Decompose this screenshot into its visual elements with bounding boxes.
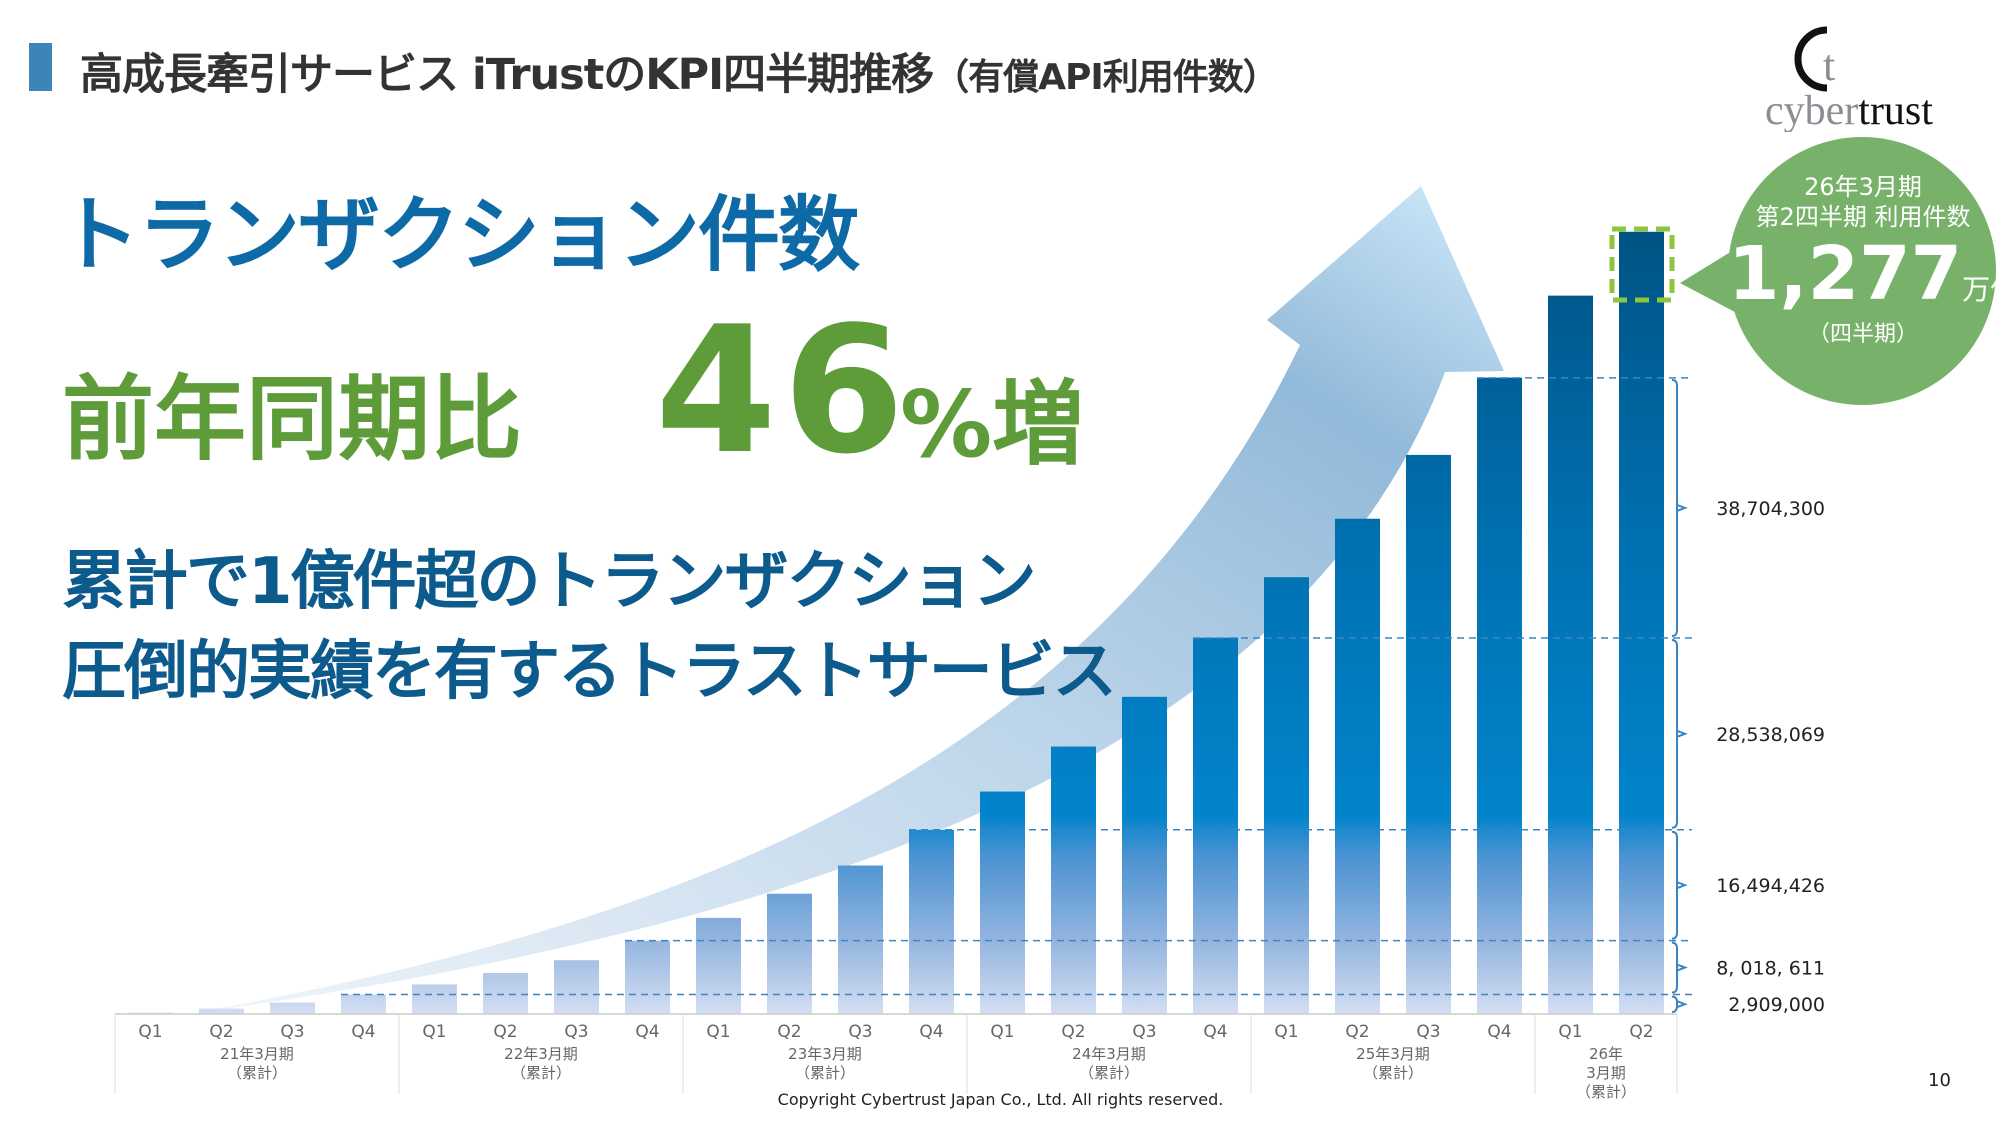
bar-9	[767, 893, 812, 1014]
fiscal-year-label: （累計）	[227, 1064, 287, 1082]
quarter-label: Q3	[1132, 1022, 1156, 1042]
quarter-label: Q1	[1558, 1022, 1582, 1042]
bar-12	[980, 791, 1025, 1014]
fiscal-year-label: （累計）	[1079, 1064, 1139, 1082]
quarter-label: Q4	[1203, 1022, 1227, 1042]
quarter-label: Q3	[280, 1022, 304, 1042]
bracket	[1671, 941, 1688, 994]
quarter-label: Q4	[919, 1022, 943, 1042]
quarter-label: Q2	[1629, 1022, 1653, 1042]
fiscal-year-label: 21年3月期	[220, 1045, 294, 1063]
title-main: 高成長牽引サービス iTrustのKPI四半期推移	[80, 50, 934, 100]
bar-7	[625, 940, 670, 1014]
quarter-label: Q3	[564, 1022, 588, 1042]
fiscal-year-total-label: 8, 018, 611	[1716, 958, 1825, 980]
quarter-label: Q1	[990, 1022, 1014, 1042]
bracket	[1671, 378, 1688, 637]
fiscal-year-total-label: 2,909,000	[1728, 994, 1825, 1016]
fiscal-year-total-label: 38,704,300	[1716, 498, 1825, 520]
fiscal-year-label: 23年3月期	[788, 1045, 862, 1063]
quarter-label: Q2	[209, 1022, 233, 1042]
quarter-label: Q1	[1274, 1022, 1298, 1042]
fiscal-year-label: 3月期	[1586, 1064, 1626, 1082]
quarter-label: Q4	[1487, 1022, 1511, 1042]
callout-pointer	[1680, 240, 1750, 320]
bar-15	[1193, 637, 1238, 1014]
yoy-suffix: %増	[900, 371, 1085, 478]
fiscal-year-label: 22年3月期	[504, 1045, 578, 1063]
bar-18	[1406, 454, 1451, 1014]
bar-1	[199, 1008, 244, 1014]
bar-16	[1264, 577, 1309, 1014]
bar-11	[909, 829, 954, 1014]
svg-text:cybertrust: cybertrust	[1765, 88, 1933, 132]
page-number: 10	[1928, 1070, 1951, 1091]
page-title: 高成長牽引サービス iTrustのKPI四半期推移（有償API利用件数）	[80, 40, 1279, 102]
fiscal-year-label: （累計）	[1576, 1083, 1636, 1101]
quarter-label: Q1	[138, 1022, 162, 1042]
bar-10	[838, 865, 883, 1014]
bar-14	[1122, 696, 1167, 1014]
callout-unit: 万件	[1962, 273, 2001, 306]
quarter-label: Q2	[1345, 1022, 1369, 1042]
callout-value: 1,277	[1728, 231, 1963, 317]
bar-2	[270, 1002, 315, 1014]
quarter-label: Q4	[635, 1022, 659, 1042]
fiscal-year-label: 24年3月期	[1072, 1045, 1146, 1063]
callout-label: 第2四半期 利用件数	[1755, 203, 1971, 231]
svg-text:t: t	[1823, 41, 1835, 90]
bar-4	[412, 984, 457, 1014]
yoy-value: 46	[655, 290, 911, 493]
callout-note: （四半期）	[1807, 322, 1918, 347]
bar-21	[1619, 231, 1664, 1015]
bar-17	[1335, 518, 1380, 1014]
bar-3	[341, 994, 386, 1014]
bar-6	[554, 960, 599, 1014]
quarter-label: Q3	[848, 1022, 872, 1042]
fiscal-year-label: 26年	[1589, 1045, 1623, 1063]
quarter-label: Q1	[422, 1022, 446, 1042]
quarter-label: Q4	[351, 1022, 375, 1042]
callout-text: 26年3月期 第2四半期 利用件数 1,277万件 （四半期）	[1728, 172, 2001, 348]
bracket	[1671, 638, 1688, 829]
bar-20	[1548, 295, 1593, 1015]
growth-arrow	[200, 186, 1504, 1012]
copyright: Copyright Cybertrust Japan Co., Ltd. All…	[777, 1090, 1224, 1109]
bar-19	[1477, 377, 1522, 1015]
bar-5	[483, 973, 528, 1014]
quarter-label: Q1	[706, 1022, 730, 1042]
callout-bubble	[1728, 137, 1996, 405]
quarter-label: Q2	[1061, 1022, 1085, 1042]
quarter-label: Q3	[1416, 1022, 1440, 1042]
bar-13	[1051, 746, 1096, 1014]
fiscal-year-total-label: 16,494,426	[1716, 875, 1825, 897]
highlight-box	[1609, 226, 1675, 303]
fiscal-year-total-label: 28,538,069	[1716, 724, 1825, 746]
title-suffix: （有償API利用件数）	[933, 57, 1279, 98]
bar-8	[696, 917, 741, 1014]
bracket	[1671, 830, 1688, 940]
yoy-label: 前年同期比	[62, 366, 523, 473]
bracket	[1671, 995, 1688, 1013]
title-accent-bar	[29, 43, 52, 91]
tagline-1: 累計で1億件超のトランザクション	[62, 545, 1037, 619]
cybertrust-logo: t cybertrust	[1765, 26, 1933, 132]
fiscal-year-label: 25年3月期	[1356, 1045, 1430, 1063]
fiscal-year-label: （累計）	[795, 1064, 855, 1082]
callout-period: 26年3月期	[1804, 173, 1922, 201]
headline-title: トランザクション件数	[58, 188, 860, 283]
quarter-label: Q2	[493, 1022, 517, 1042]
quarter-label: Q2	[777, 1022, 801, 1042]
fiscal-year-label: （累計）	[511, 1064, 571, 1082]
tagline-2: 圧倒的実績を有するトラストサービス	[62, 635, 1117, 709]
fiscal-year-label: （累計）	[1363, 1064, 1423, 1082]
